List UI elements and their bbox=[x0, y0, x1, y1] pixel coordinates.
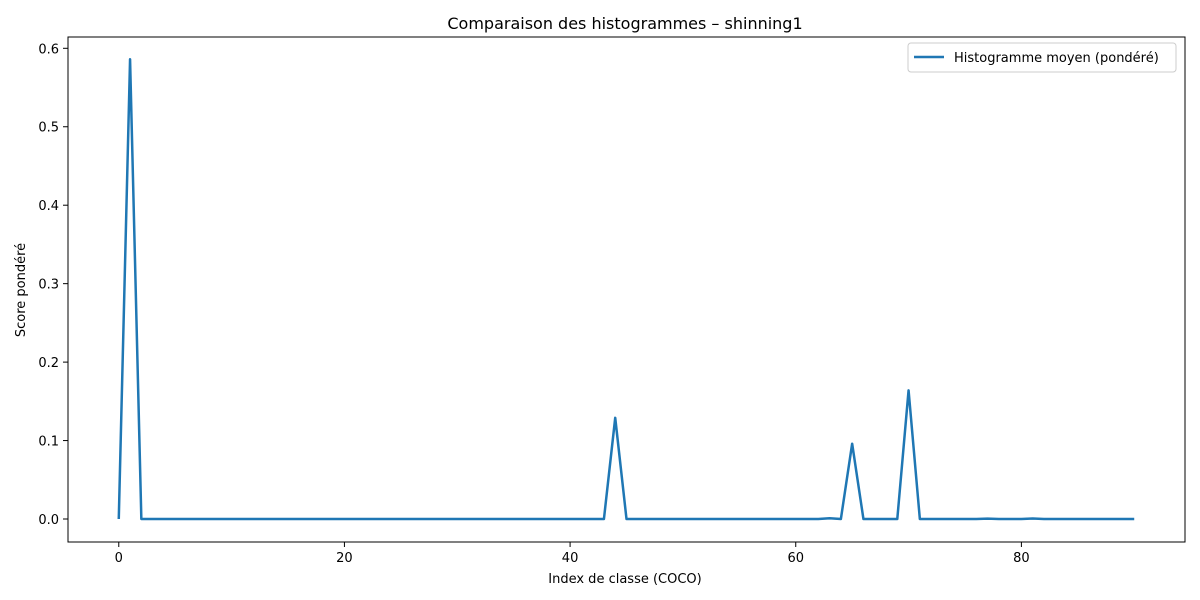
plot-frame bbox=[67, 36, 1186, 543]
y-tick-label: 0.0 bbox=[38, 513, 59, 528]
chart-title: Comparaison des histogrammes – shinning1 bbox=[447, 14, 802, 33]
y-tick-label: 0.2 bbox=[38, 356, 59, 371]
y-tick-label: 0.5 bbox=[38, 121, 59, 136]
legend-box bbox=[907, 42, 1177, 73]
x-tick-label: 60 bbox=[787, 551, 804, 566]
x-tick-label: 0 bbox=[115, 551, 123, 566]
x-tick-label: 20 bbox=[336, 551, 353, 566]
y-axis-label: Score pondéré bbox=[14, 243, 29, 337]
series-line bbox=[117, 58, 1135, 521]
legend-label: Histogramme moyen (pondéré) bbox=[954, 51, 1159, 66]
y-tick-label: 0.6 bbox=[38, 42, 59, 57]
y-tick-label: 0.4 bbox=[38, 199, 59, 214]
x-tick-label: 40 bbox=[562, 551, 579, 566]
legend: Histogramme moyen (pondéré) bbox=[907, 42, 1177, 73]
x-tick-label: 80 bbox=[1013, 551, 1030, 566]
y-tick-label: 0.3 bbox=[38, 278, 59, 293]
y-tick-label: 0.1 bbox=[38, 435, 59, 450]
x-axis-label: Index de classe (COCO) bbox=[548, 572, 701, 587]
